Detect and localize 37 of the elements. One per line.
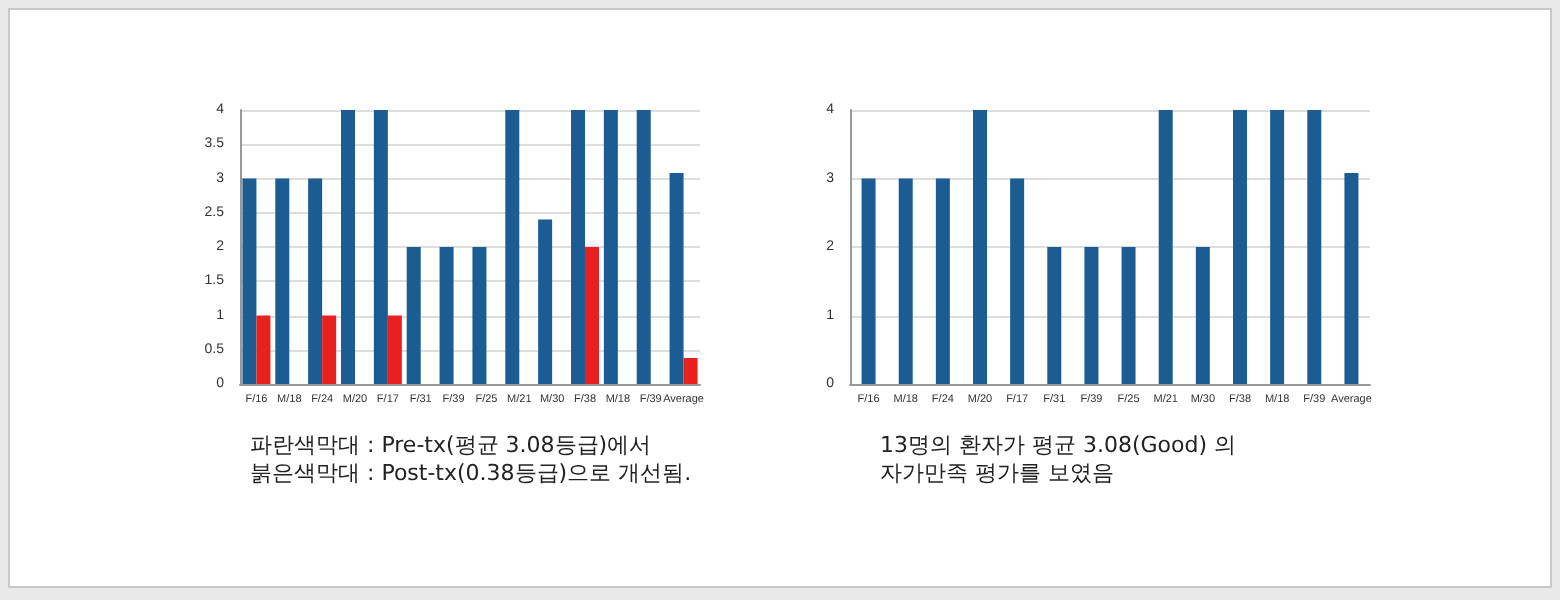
bar xyxy=(242,178,257,384)
bar xyxy=(861,178,876,384)
bar xyxy=(1344,173,1359,384)
bar xyxy=(973,110,987,384)
bar xyxy=(439,247,454,384)
bar xyxy=(1307,110,1322,384)
bar xyxy=(669,173,684,384)
bar xyxy=(322,315,337,384)
bar xyxy=(275,178,290,384)
text: 붉은색막대 : Post-tx(0.38등급)으로 개선됨. xyxy=(250,460,692,488)
bar xyxy=(472,247,487,384)
bar xyxy=(308,178,323,384)
text: 자가만족 평가를 보였음 xyxy=(880,460,1116,488)
bar xyxy=(387,315,402,384)
text: 13명의 환자가 평균 3.08(Good) 의 xyxy=(880,432,1237,460)
bar xyxy=(898,178,913,384)
bar xyxy=(406,247,421,384)
bar xyxy=(1121,247,1136,384)
bar xyxy=(341,110,355,384)
bar xyxy=(585,247,599,384)
bar xyxy=(636,110,651,384)
bar xyxy=(538,219,553,384)
bar xyxy=(1158,110,1173,384)
bar xyxy=(1195,247,1210,384)
bar xyxy=(571,110,585,384)
bar xyxy=(1010,178,1025,384)
bar xyxy=(1233,110,1247,384)
text: 파란색막대 : Pre-tx(평균 3.08등급)에서 xyxy=(250,432,654,460)
bar xyxy=(1047,247,1062,384)
bar xyxy=(935,178,950,384)
bar xyxy=(1084,247,1099,384)
bar xyxy=(256,315,271,384)
bar xyxy=(683,357,698,384)
bar xyxy=(603,110,618,384)
bar xyxy=(1270,110,1285,384)
bar xyxy=(505,110,520,384)
bar xyxy=(373,110,388,384)
